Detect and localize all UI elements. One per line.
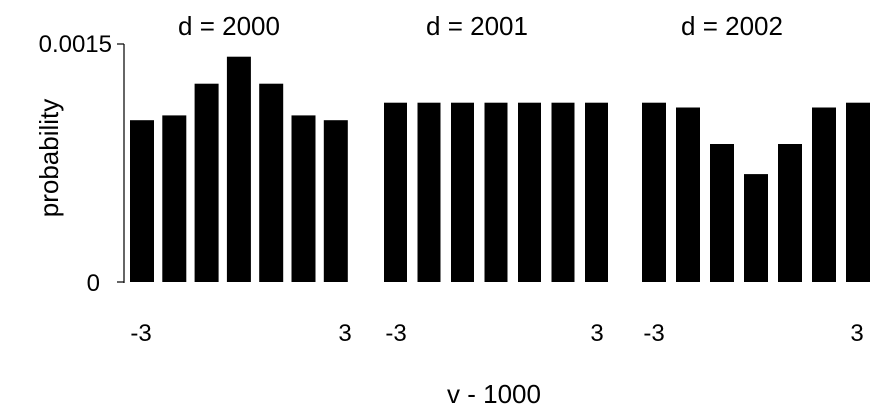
bar-v3 [323, 120, 348, 282]
bar-v2 [812, 107, 836, 282]
bar-v-2 [417, 102, 441, 282]
panel-bars [384, 102, 608, 282]
panel-d2000: d = 2000 -3 3 [130, 11, 352, 347]
panel-d2002: d = 2002 -3 3 [642, 11, 870, 347]
bar-v1 [778, 144, 802, 282]
panel-title: d = 2000 [178, 11, 280, 41]
bar-v-3 [130, 120, 154, 282]
bar-v1 [259, 83, 284, 282]
x-axis-label: v - 1000 [447, 379, 541, 409]
bar-v-1 [710, 144, 734, 282]
x-tick-label-right: 3 [590, 320, 603, 347]
x-tick-label-left: -3 [385, 320, 406, 347]
panels: d = 2000 -3 3 d = 2001 -3 3 d = 2002 -3 … [130, 11, 870, 347]
bar-v0 [484, 102, 508, 282]
bar-v0 [226, 56, 251, 283]
panel-bars [130, 56, 348, 283]
x-tick-label-right: 3 [850, 320, 863, 347]
bar-v-1 [451, 102, 474, 282]
y-axis-label: probability [34, 99, 64, 218]
bar-v2 [291, 115, 316, 283]
bar-v-2 [162, 115, 187, 283]
bar-v1 [518, 102, 541, 282]
y-axis: 0.0015 0 probability [34, 31, 125, 297]
x-tick-label-left: -3 [643, 320, 664, 347]
bar-v2 [551, 102, 575, 282]
y-tick-label-zero: 0 [87, 270, 100, 297]
bar-v3 [585, 102, 608, 282]
panel-d2001: d = 2001 -3 3 [384, 11, 608, 347]
panel-title: d = 2002 [681, 11, 783, 41]
bar-v-2 [676, 107, 700, 282]
bar-v-3 [384, 102, 407, 282]
panel-bars [642, 102, 870, 282]
x-tick-label-left: -3 [130, 320, 151, 347]
bar-v3 [846, 102, 870, 282]
x-tick-label-right: 3 [338, 320, 351, 347]
bar-v-3 [642, 102, 666, 282]
y-tick-label-max: 0.0015 [39, 31, 112, 58]
panel-title: d = 2001 [426, 11, 528, 41]
bar-v0 [744, 174, 768, 282]
bar-v-1 [194, 83, 219, 282]
